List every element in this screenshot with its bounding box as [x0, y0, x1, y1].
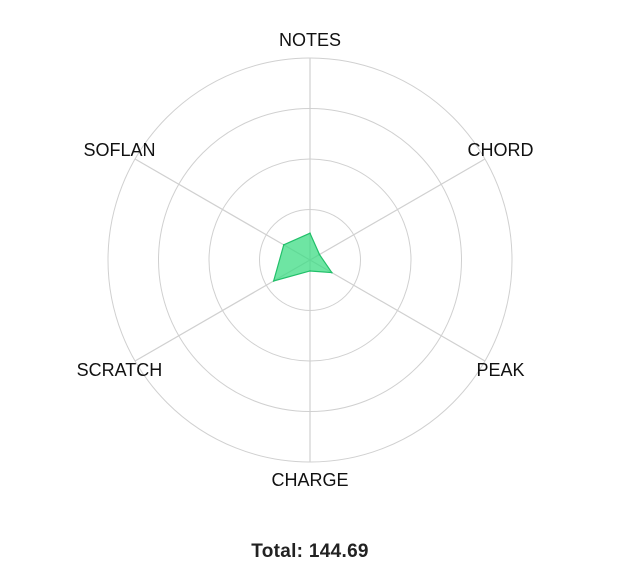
axis-line	[309, 259, 486, 362]
data-point	[318, 253, 321, 256]
axis-label-chord: CHORD	[468, 140, 534, 160]
data-point	[309, 232, 311, 235]
axis-line	[134, 158, 311, 261]
axis-label-soflan: SOFLAN	[83, 140, 155, 160]
data-point	[282, 244, 285, 246]
axis-label-scratch: SCRATCH	[77, 360, 163, 380]
axis-line	[309, 158, 486, 261]
axis-label-notes: NOTES	[279, 30, 341, 50]
axis-label-charge: CHARGE	[271, 470, 348, 490]
data-point	[272, 280, 275, 282]
data-polygon	[272, 232, 333, 282]
total-score: Total: 144.69	[251, 541, 369, 562]
data-point	[330, 271, 333, 274]
data-point	[309, 270, 311, 272]
axis-label-peak: PEAK	[477, 360, 525, 380]
